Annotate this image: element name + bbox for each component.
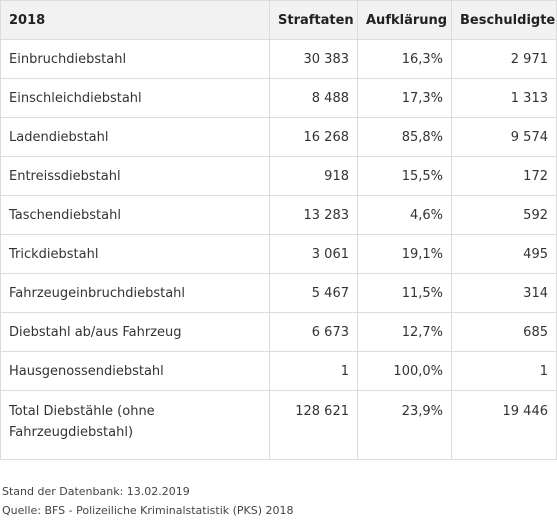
row-straftaten: 5 467 — [269, 273, 358, 313]
row-beschuldigte: 495 — [451, 234, 557, 274]
table-row: Einbruchdiebstahl 30 383 16,3% 2 971 — [0, 39, 557, 79]
row-beschuldigte: 1 313 — [451, 78, 557, 118]
header-beschuldigte: Beschuldigte — [451, 0, 557, 40]
row-straftaten: 8 488 — [269, 78, 358, 118]
row-aufklaerung: 17,3% — [357, 78, 452, 118]
row-aufklaerung: 85,8% — [357, 117, 452, 157]
row-aufklaerung: 16,3% — [357, 39, 452, 79]
total-aufklaerung: 23,9% — [357, 390, 452, 460]
total-category: Total Diebstähle (ohne Fahrzeugdiebstahl… — [0, 390, 270, 460]
row-straftaten: 3 061 — [269, 234, 358, 274]
table-row: Einschleichdiebstahl 8 488 17,3% 1 313 — [0, 78, 557, 118]
table-row: Diebstahl ab/aus Fahrzeug 6 673 12,7% 68… — [0, 312, 557, 352]
row-straftaten: 13 283 — [269, 195, 358, 235]
row-aufklaerung: 19,1% — [357, 234, 452, 274]
row-straftaten: 16 268 — [269, 117, 358, 157]
row-aufklaerung: 15,5% — [357, 156, 452, 196]
row-category: Einschleichdiebstahl — [0, 78, 270, 118]
row-aufklaerung: 100,0% — [357, 351, 452, 391]
source-note: Quelle: BFS - Polizeiliche Kriminalstati… — [2, 504, 294, 517]
total-straftaten: 128 621 — [269, 390, 358, 460]
row-beschuldigte: 172 — [451, 156, 557, 196]
row-beschuldigte: 592 — [451, 195, 557, 235]
table-footer: Stand der Datenbank: 13.02.2019 Quelle: … — [0, 460, 557, 520]
row-category: Taschendiebstahl — [0, 195, 270, 235]
theft-statistics-table: 2018 Straftaten Aufklärung Beschuldigte … — [0, 0, 557, 460]
row-beschuldigte: 685 — [451, 312, 557, 352]
row-category: Fahrzeugeinbruchdiebstahl — [0, 273, 270, 313]
row-straftaten: 1 — [269, 351, 358, 391]
header-straftaten: Straftaten — [269, 0, 358, 40]
total-beschuldigte: 19 446 — [451, 390, 557, 460]
table-row: Fahrzeugeinbruchdiebstahl 5 467 11,5% 31… — [0, 273, 557, 313]
row-category: Entreissdiebstahl — [0, 156, 270, 196]
row-aufklaerung: 12,7% — [357, 312, 452, 352]
table-row: Hausgenossendiebstahl 1 100,0% 1 — [0, 351, 557, 391]
row-beschuldigte: 1 — [451, 351, 557, 391]
row-straftaten: 918 — [269, 156, 358, 196]
row-aufklaerung: 4,6% — [357, 195, 452, 235]
table-row: Trickdiebstahl 3 061 19,1% 495 — [0, 234, 557, 274]
row-category: Hausgenossendiebstahl — [0, 351, 270, 391]
header-aufklaerung: Aufklärung — [357, 0, 452, 40]
row-category: Diebstahl ab/aus Fahrzeug — [0, 312, 270, 352]
database-date: Stand der Datenbank: 13.02.2019 — [2, 485, 190, 498]
row-aufklaerung: 11,5% — [357, 273, 452, 313]
row-straftaten: 6 673 — [269, 312, 358, 352]
row-straftaten: 30 383 — [269, 39, 358, 79]
table-header-row: 2018 Straftaten Aufklärung Beschuldigte — [0, 0, 557, 40]
header-year: 2018 — [0, 0, 270, 40]
table-row: Taschendiebstahl 13 283 4,6% 592 — [0, 195, 557, 235]
table-row: Ladendiebstahl 16 268 85,8% 9 574 — [0, 117, 557, 157]
row-beschuldigte: 2 971 — [451, 39, 557, 79]
table-row: Entreissdiebstahl 918 15,5% 172 — [0, 156, 557, 196]
row-beschuldigte: 9 574 — [451, 117, 557, 157]
row-category: Ladendiebstahl — [0, 117, 270, 157]
total-row: Total Diebstähle (ohne Fahrzeugdiebstahl… — [0, 390, 557, 460]
row-category: Trickdiebstahl — [0, 234, 270, 274]
row-category: Einbruchdiebstahl — [0, 39, 270, 79]
row-beschuldigte: 314 — [451, 273, 557, 313]
